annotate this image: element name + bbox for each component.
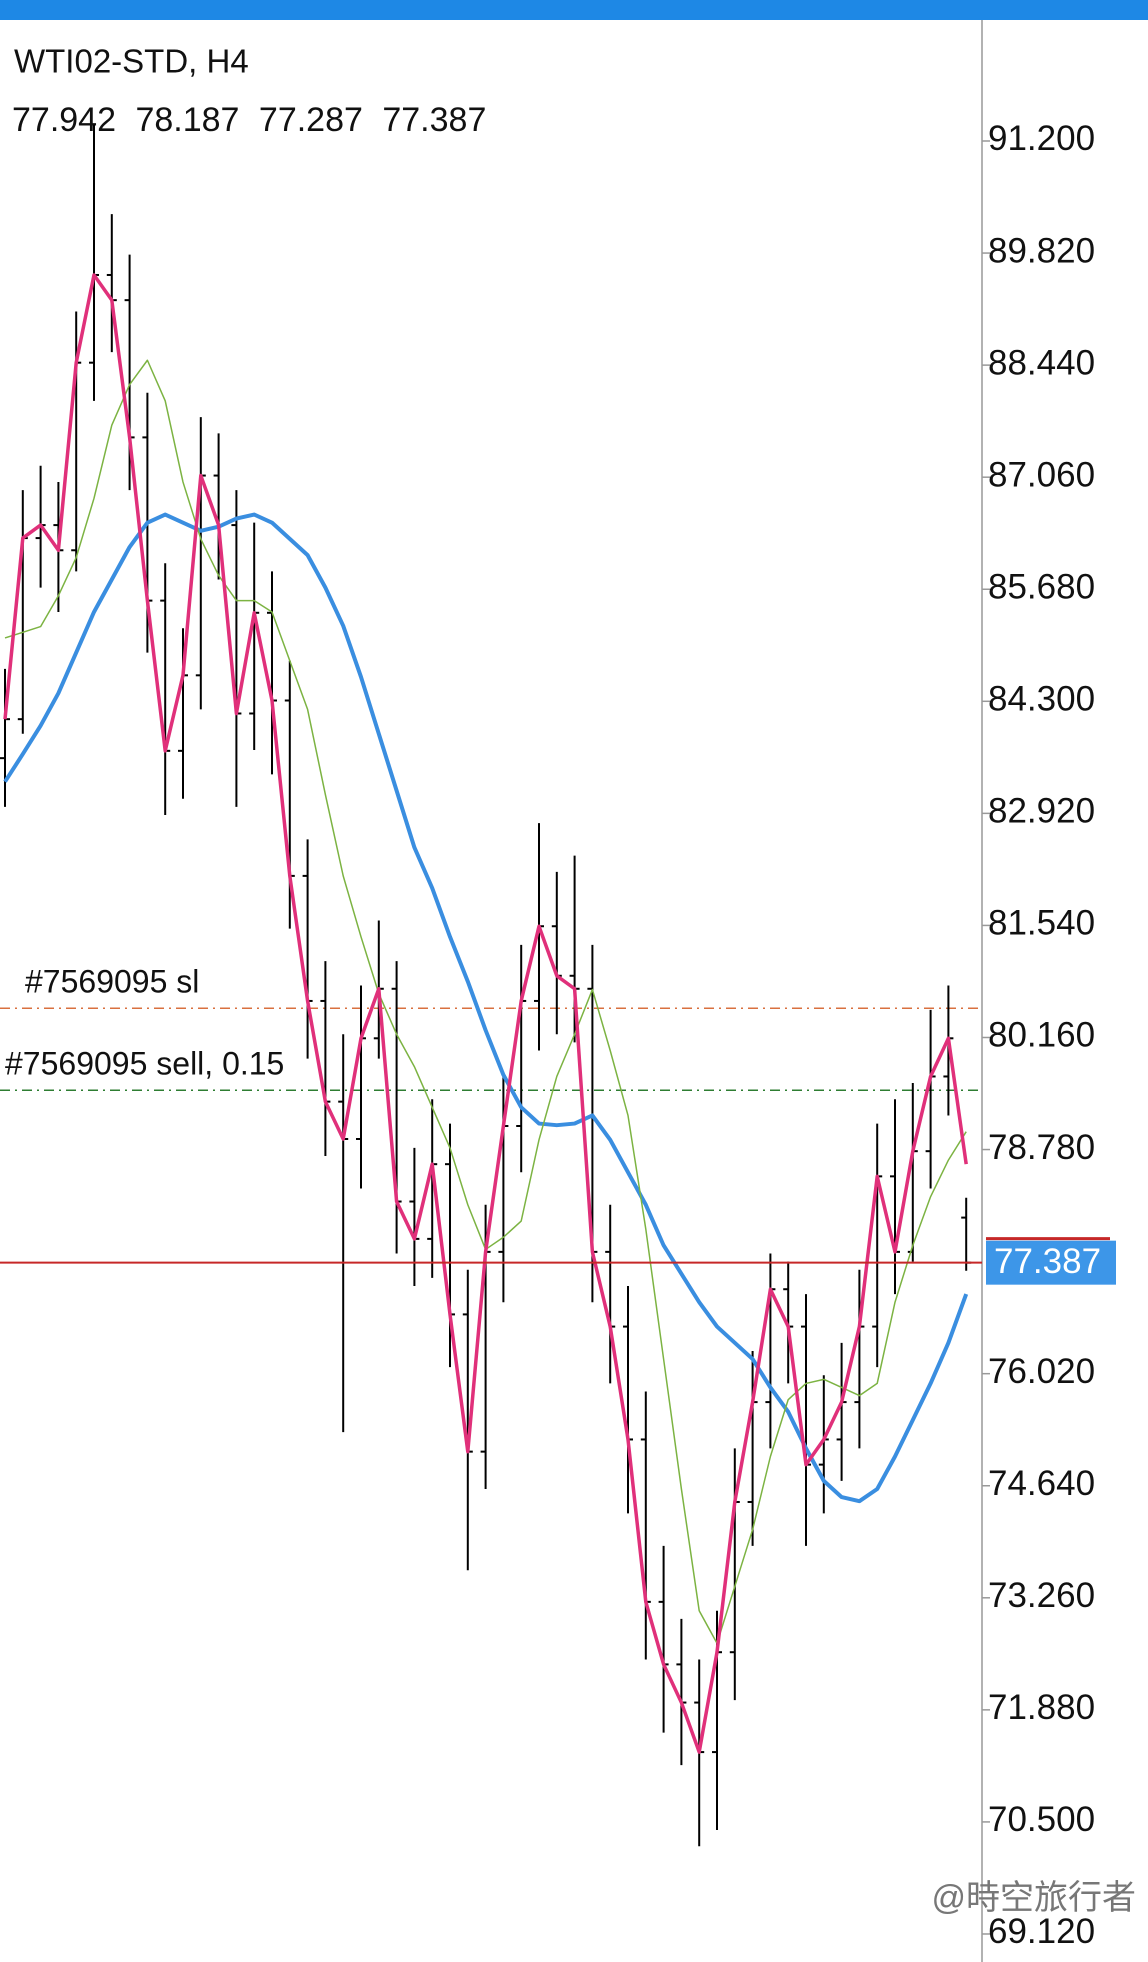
y-tick-label: 87.060	[988, 455, 1095, 494]
price-label: 77.387	[994, 1242, 1101, 1281]
y-tick-label: 81.540	[988, 904, 1095, 943]
y-tick-label: 69.120	[988, 1912, 1095, 1951]
quote-high: 78.187	[135, 101, 239, 139]
y-tick-label: 76.020	[988, 1352, 1095, 1391]
y-tick-label: 84.300	[988, 680, 1095, 719]
y-tick-label: 70.500	[988, 1800, 1095, 1839]
quote-low: 77.287	[259, 101, 363, 139]
moving-average	[3, 512, 969, 1504]
y-tick-label: 91.200	[988, 119, 1095, 158]
quote-open: 77.942	[12, 101, 116, 139]
moving-average	[3, 273, 968, 1754]
y-tick-label: 73.260	[988, 1576, 1095, 1615]
quote-close: 77.387	[382, 101, 486, 139]
y-tick-label: 78.780	[988, 1128, 1095, 1167]
y-tick-label: 74.640	[988, 1464, 1095, 1503]
y-tick-label: 85.680	[988, 567, 1095, 606]
y-tick-label: 88.440	[988, 343, 1095, 382]
price-label-box	[986, 1240, 1116, 1285]
top-bar	[0, 0, 1148, 20]
order-level-label: #7569095 sell, 0.15	[5, 1046, 284, 1082]
quote: 77.942 78.187 77.287 77.387	[12, 101, 486, 139]
watermark: @時空旅行者	[931, 1879, 1136, 1917]
y-tick-label: 89.820	[988, 231, 1095, 270]
y-tick-label: 80.160	[988, 1016, 1095, 1055]
order-level-label: #7569095 sl	[25, 964, 199, 1000]
y-tick-label: 71.880	[988, 1688, 1095, 1727]
y-tick-label: 82.920	[988, 792, 1095, 831]
chart-title: WTI02-STD, H4	[14, 43, 249, 80]
